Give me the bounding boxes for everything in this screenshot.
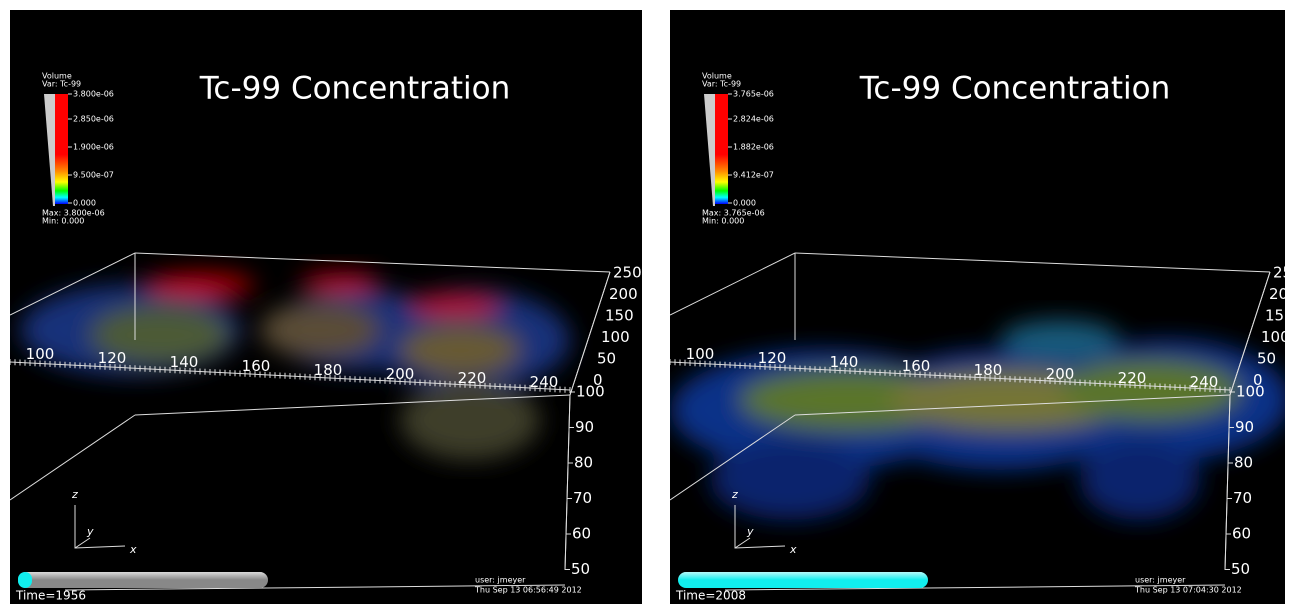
legend-variable: Var: Tc-99 xyxy=(702,80,741,89)
volume-blob xyxy=(145,273,255,297)
y-tick-label: 50 xyxy=(597,350,616,368)
y-tick-label: 150 xyxy=(1265,307,1285,325)
triad-label: y xyxy=(746,525,754,538)
legend-tick-label: 3.800e-06 xyxy=(73,90,114,99)
volume-blob xyxy=(1000,320,1120,360)
legend-opacity-ramp xyxy=(44,94,55,206)
bounding-box-edge xyxy=(795,253,1270,272)
triad-label: z xyxy=(731,488,738,501)
legend-variable: Var: Tc-99 xyxy=(42,80,81,89)
x-tick-label: 240 xyxy=(1190,373,1219,391)
date-label: Thu Sep 13 07:04:30 2012 xyxy=(1134,586,1242,595)
x-tick-label: 140 xyxy=(170,353,199,371)
x-tick-label: 160 xyxy=(242,357,271,375)
z-tick-label: 90 xyxy=(575,418,594,436)
legend-tick-label: 1.882e-06 xyxy=(733,143,774,152)
volume-blob xyxy=(400,380,540,460)
x-tick-label: 100 xyxy=(26,345,55,363)
bounding-box-edge xyxy=(670,253,795,315)
x-tick-label: 220 xyxy=(458,369,487,387)
user-label: user: jmeyer xyxy=(1135,576,1186,585)
time-bar-shine xyxy=(18,572,268,588)
z-tick-label: 70 xyxy=(1233,489,1252,507)
z-axis-line xyxy=(565,395,570,570)
z-tick-label: 80 xyxy=(574,454,593,472)
screenshot: Tc-99 ConcentrationVolumeVar: Tc-993.800… xyxy=(0,0,1293,604)
x-tick-label: 200 xyxy=(386,365,415,383)
legend-tick-label: 9.412e-07 xyxy=(733,171,774,180)
legend-opacity-ramp xyxy=(704,94,715,206)
legend-tick-label: 1.900e-06 xyxy=(73,143,114,152)
y-tick-label: 150 xyxy=(605,307,634,325)
z-tick-label: 50 xyxy=(1231,560,1250,578)
volume-blob xyxy=(710,440,870,520)
legend-tick-label: 2.824e-06 xyxy=(733,115,774,124)
triad-label: x xyxy=(129,543,137,556)
y-tick-label: 100 xyxy=(601,328,630,346)
legend-min: Min: 0.000 xyxy=(42,217,84,226)
x-tick-label: 160 xyxy=(902,357,931,375)
x-tick-label: 100 xyxy=(686,345,715,363)
z-tick-label: 50 xyxy=(571,560,590,578)
z-tick-label: 100 xyxy=(1236,383,1265,401)
triad-label: x xyxy=(789,543,797,556)
y-tick-label: 250 xyxy=(1273,264,1285,282)
title: Tc-99 Concentration xyxy=(199,71,511,107)
legend-colorbar xyxy=(55,94,68,204)
y-tick-label: 50 xyxy=(1257,350,1276,368)
triad-label: z xyxy=(71,488,78,501)
volume-blob xyxy=(300,273,380,291)
legend-tick-label: 3.765e-06 xyxy=(733,90,774,99)
y-tick-label: 200 xyxy=(1269,285,1285,303)
time-bar-shine xyxy=(678,572,928,588)
title: Tc-99 Concentration xyxy=(859,71,1171,107)
user-label: user: jmeyer xyxy=(475,576,526,585)
x-tick-label: 180 xyxy=(974,361,1003,379)
z-tick-label: 90 xyxy=(1235,418,1254,436)
axis-triad-y xyxy=(735,538,750,548)
z-tick-label: 70 xyxy=(573,489,592,507)
legend-min: Min: 0.000 xyxy=(702,217,744,226)
legend-tick-label: 0.000 xyxy=(73,199,96,208)
x-tick-label: 140 xyxy=(830,353,859,371)
legend-tick-label: 0.000 xyxy=(733,199,756,208)
z-tick-label: 60 xyxy=(572,525,591,543)
legend-tick-label: 2.850e-06 xyxy=(73,115,114,124)
date-label: Thu Sep 13 06:56:49 2012 xyxy=(474,586,582,595)
legend-colorbar xyxy=(715,94,728,204)
y-tick-label: 200 xyxy=(609,285,638,303)
x-tick-label: 120 xyxy=(98,349,127,367)
legend-tick-label: 9.500e-07 xyxy=(73,171,114,180)
time-label: Time=1956 xyxy=(15,589,86,603)
time-label: Time=2008 xyxy=(675,589,746,603)
triad-label: y xyxy=(86,525,94,538)
bounding-box-edge xyxy=(135,253,610,272)
z-tick-label: 60 xyxy=(1232,525,1251,543)
axis-triad-y xyxy=(75,538,90,548)
x-tick-label: 120 xyxy=(758,349,787,367)
y-tick-label: 100 xyxy=(1261,328,1285,346)
z-tick-label: 80 xyxy=(1234,454,1253,472)
volume-blob xyxy=(1080,440,1200,520)
z-tick-label: 100 xyxy=(576,383,605,401)
axis-triad xyxy=(75,505,125,548)
x-tick-label: 240 xyxy=(530,373,559,391)
x-tick-label: 180 xyxy=(314,361,343,379)
volume-blob xyxy=(260,302,380,358)
x-tick-label: 200 xyxy=(1046,365,1075,383)
time-bar-progress xyxy=(18,572,32,588)
volume-blob xyxy=(400,325,520,375)
x-tick-label: 220 xyxy=(1118,369,1147,387)
y-tick-label: 250 xyxy=(613,264,642,282)
volume-blob xyxy=(410,295,500,315)
